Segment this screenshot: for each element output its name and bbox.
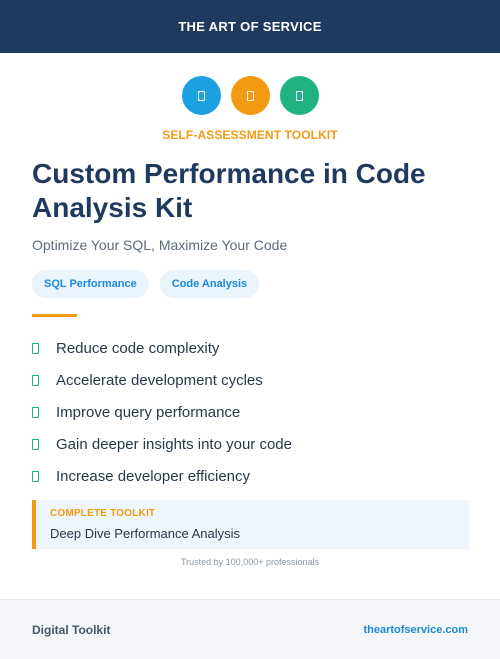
check-icon [32,374,39,386]
complete-toolkit-callout: COMPLETE TOOLKIT Deep Dive Performance A… [32,500,469,549]
benefit-text: Accelerate development cycles [56,371,263,389]
footer-label: Digital Toolkit [32,622,111,637]
kicker-label: SELF-ASSESSMENT TOOLKIT [162,128,338,142]
subtitle: Optimize Your SQL, Maximize Your Code [32,237,288,253]
check-icon [32,342,39,354]
orange-circle-icon [230,76,270,115]
toolkit-label: COMPLETE TOOLKIT [50,508,156,519]
top-banner: THE ART OF SERVICE [0,0,500,53]
brand-name: THE ART OF SERVICE [178,19,322,34]
toolkit-name: Deep Dive Performance Analysis [50,526,241,541]
benefit-text: Reduce code complexity [56,339,220,357]
tag-sql-performance: SQL Performance [32,270,149,298]
check-icon [32,470,39,482]
benefit-text: Improve query performance [56,403,241,421]
benefit-item: Gain deeper insights into your code [32,428,292,460]
page-title: Custom Performance in Code Analysis Kit [32,158,426,223]
benefit-item: Accelerate development cycles [32,364,292,396]
tag-list: SQL Performance Code Analysis [32,270,260,298]
icon-row [0,76,500,115]
website-link[interactable]: theartofservice.com [363,623,468,636]
benefit-item: Increase developer efficiency [32,460,292,492]
accent-divider [32,314,77,317]
benefit-item: Reduce code complexity [32,332,292,364]
blue-circle-icon [181,76,221,115]
benefit-list: Reduce code complexity Accelerate develo… [32,332,292,492]
tag-code-analysis: Code Analysis [159,270,260,298]
check-icon [32,406,39,418]
green-circle-icon [279,76,319,115]
benefit-text: Gain deeper insights into your code [56,435,292,453]
benefit-item: Improve query performance [32,396,292,428]
benefit-text: Increase developer efficiency [56,467,251,485]
check-icon [32,438,39,450]
trusted-note: Trusted by 100,000+ professionals [180,557,319,567]
footer: Digital Toolkit theartofservice.com [0,599,500,659]
